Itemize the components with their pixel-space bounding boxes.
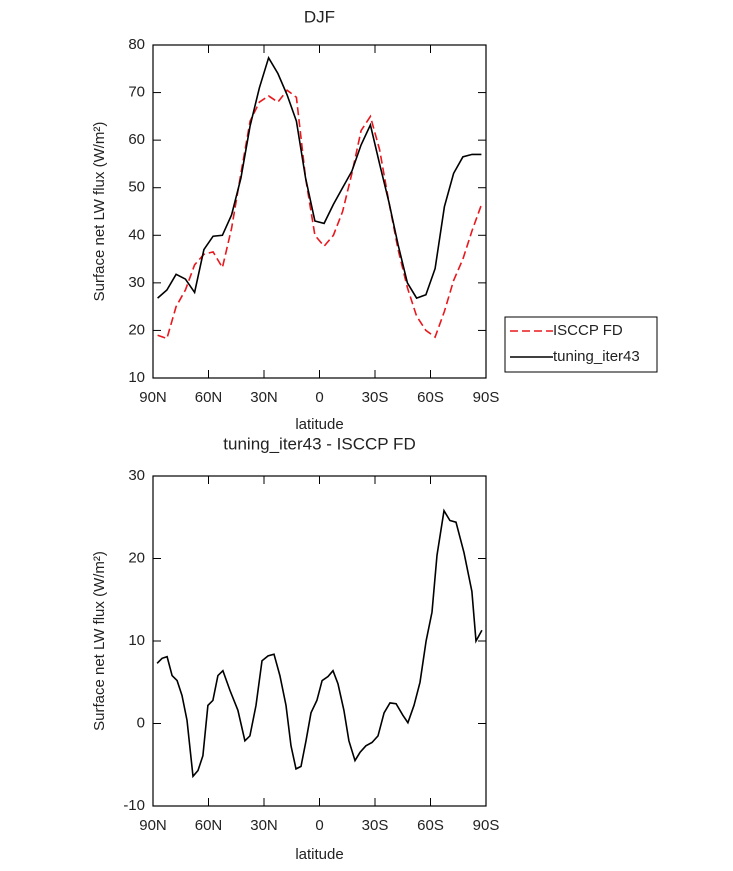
x-tick-label: 90N xyxy=(139,817,167,834)
x-axis-label: latitude xyxy=(295,846,343,863)
x-tick-label: 60S xyxy=(417,389,444,406)
x-tick-label: 60S xyxy=(417,817,444,834)
data-line xyxy=(156,508,483,779)
x-tick-label: 90S xyxy=(473,389,500,406)
y-tick-label: -10 xyxy=(123,797,145,814)
legend-label: ISCCP FD xyxy=(553,322,623,339)
y-tick-label: 60 xyxy=(128,131,145,148)
legend-label: tuning_iter43 xyxy=(553,348,640,365)
y-tick-label: 10 xyxy=(128,632,145,649)
chart-title: tuning_iter43 - ISCCP FD xyxy=(223,434,415,453)
x-tick-label: 0 xyxy=(315,389,323,406)
x-axis-label: latitude xyxy=(295,416,343,433)
x-tick-label: 0 xyxy=(315,817,323,834)
x-tick-label: 30S xyxy=(362,389,389,406)
x-tick-label: 60N xyxy=(195,389,223,406)
y-tick-label: 80 xyxy=(128,36,145,53)
y-tick-label: 0 xyxy=(137,714,145,731)
x-tick-label: 30N xyxy=(250,817,278,834)
chart-title: DJF xyxy=(304,7,335,26)
x-tick-label: 30S xyxy=(362,817,389,834)
y-tick-label: 40 xyxy=(128,226,145,243)
y-tick-label: 30 xyxy=(128,467,145,484)
data-line xyxy=(157,89,483,340)
plot-frame xyxy=(152,44,487,379)
y-tick-label: 10 xyxy=(128,369,145,386)
legend-box xyxy=(504,316,658,373)
y-axis-label: Surface net LW flux (W/m²) xyxy=(91,122,108,302)
y-tick-label: 30 xyxy=(128,274,145,291)
y-tick-label: 70 xyxy=(128,84,145,101)
x-tick-label: 30N xyxy=(250,389,278,406)
x-tick-label: 90N xyxy=(139,389,167,406)
y-tick-label: 50 xyxy=(128,179,145,196)
x-tick-label: 60N xyxy=(195,817,223,834)
y-tick-label: 20 xyxy=(128,321,145,338)
y-tick-label: 20 xyxy=(128,549,145,566)
y-axis-label: Surface net LW flux (W/m²) xyxy=(91,551,108,731)
data-line xyxy=(157,55,482,300)
x-tick-label: 90S xyxy=(473,817,500,834)
